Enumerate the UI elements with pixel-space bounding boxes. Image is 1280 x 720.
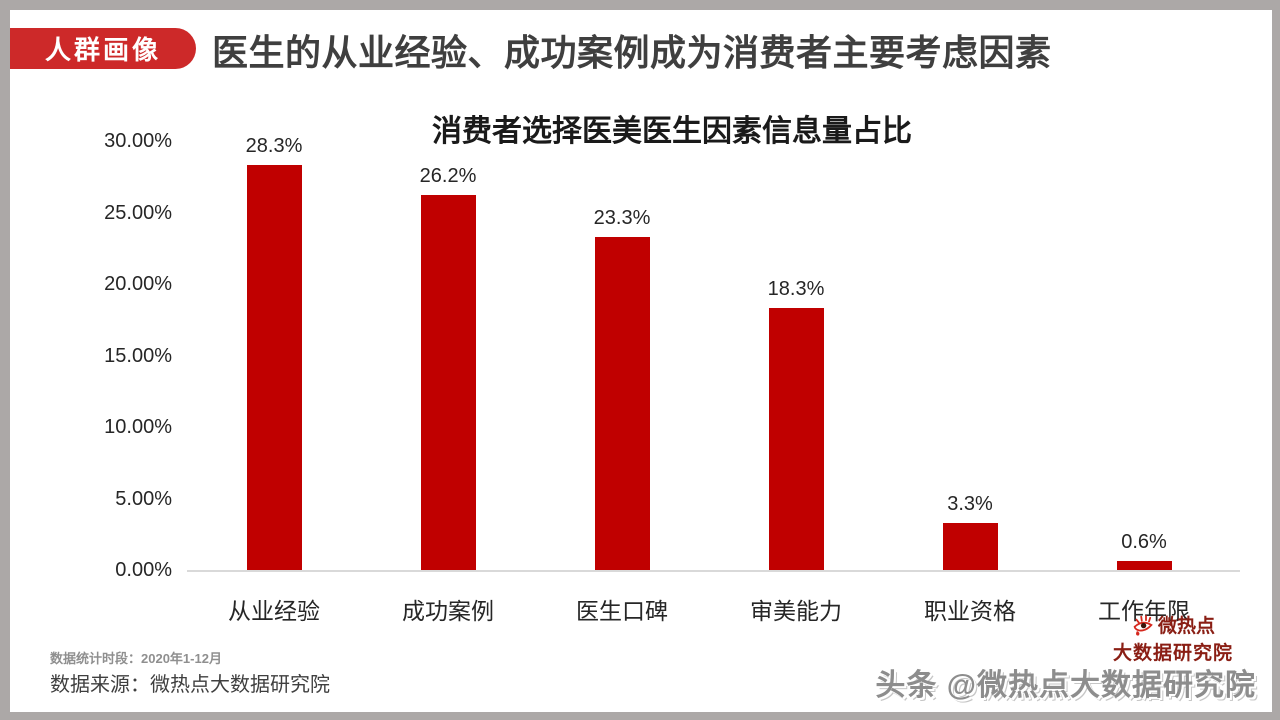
y-tick-label: 30.00%	[104, 130, 172, 152]
x-category-label: 成功案例	[402, 598, 494, 624]
bar-value-label: 26.2%	[419, 165, 477, 188]
section-badge-label: 人群画像	[44, 35, 161, 65]
brand-logo-name: 微热点	[1157, 616, 1215, 637]
brand-logo-subname: 大数据研究院	[1112, 643, 1233, 664]
x-category-label: 从业经验	[228, 598, 320, 624]
brand-logo: 微热点 大数据研究院	[1088, 611, 1258, 665]
bar-value-label: 3.3%	[947, 492, 993, 515]
y-tick-label: 20.00%	[104, 273, 172, 295]
bar-4	[942, 522, 998, 570]
x-category-label: 工作年限	[1098, 598, 1190, 624]
y-tick-label: 15.00%	[104, 344, 172, 367]
bar-1	[420, 195, 476, 570]
eye-icon	[1131, 613, 1155, 637]
bar-0	[246, 165, 302, 570]
y-tick-label: 25.00%	[104, 201, 172, 224]
data-period-label: 数据统计时段：2020年1-12月	[50, 651, 222, 666]
data-source-label: 数据来源：微热点大数据研究院	[50, 674, 330, 696]
y-tick-label: 0.00%	[115, 559, 172, 581]
y-tick-label: 10.00%	[104, 416, 172, 438]
x-category-label: 医生口碑	[576, 598, 668, 624]
x-axis-line	[187, 570, 1240, 572]
bar-value-label: 0.6%	[1121, 531, 1167, 554]
x-category-label: 审美能力	[750, 598, 842, 624]
bar-2	[594, 236, 650, 570]
bar-value-label: 28.3%	[245, 135, 303, 158]
y-tick-label: 5.00%	[115, 487, 172, 510]
page-title: 医生的从业经验、成功案例成为消费者主要考虑因素	[212, 32, 1052, 73]
x-category-label: 职业资格	[924, 598, 1016, 624]
slide: 人群画像 医生的从业经验、成功案例成为消费者主要考虑因素 消费者选择医美医生因素…	[10, 10, 1272, 712]
bar-3	[768, 308, 824, 570]
section-badge: 人群画像	[10, 28, 196, 69]
bar-5	[1116, 561, 1172, 570]
bar-value-label: 18.3%	[767, 278, 825, 301]
watermark-text: 头条 @微热点大数据研究院	[875, 669, 1256, 702]
bar-value-label: 23.3%	[593, 206, 651, 229]
chart-title: 消费者选择医美医生因素信息量占比	[432, 115, 912, 148]
